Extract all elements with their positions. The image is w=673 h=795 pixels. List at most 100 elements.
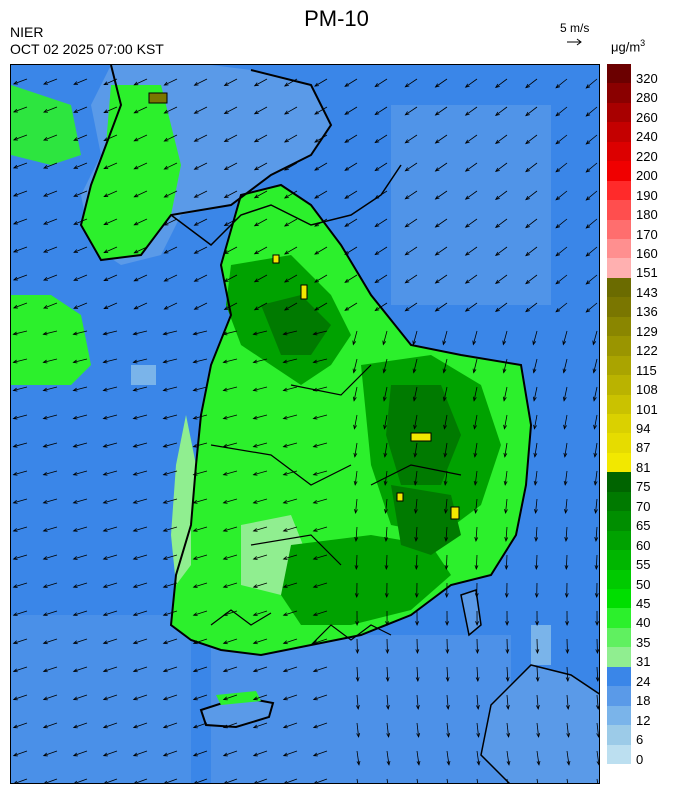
wind-arrow-head — [563, 452, 568, 458]
wind-arrow-head — [354, 537, 359, 542]
wind-arrow — [535, 554, 538, 570]
wind-arrow — [253, 582, 268, 588]
wind-arrow — [104, 218, 118, 225]
wind-arrow-head — [494, 111, 500, 117]
wind-arrow — [314, 162, 328, 171]
wind-arrow-head — [536, 760, 541, 766]
colorbar-tick-label: 94 — [636, 421, 651, 436]
wind-arrow — [536, 722, 539, 737]
colorbar-tick-label: 81 — [636, 459, 651, 475]
wind-arrow — [163, 386, 178, 391]
wind-arrow-head — [593, 452, 598, 458]
wind-arrow — [435, 302, 448, 312]
wind-arrow-head — [103, 277, 109, 282]
wind-arrow — [475, 498, 478, 513]
wind-arrow — [13, 274, 28, 281]
wind-arrow — [585, 162, 598, 173]
wind-arrow-head — [133, 165, 139, 170]
wind-arrow-head — [192, 359, 198, 364]
wind-arrow — [444, 470, 448, 485]
wind-arrow — [193, 610, 208, 616]
wind-arrow — [585, 190, 598, 201]
wind-arrow-head — [314, 194, 319, 199]
wind-arrow — [13, 386, 28, 391]
wind-arrow-head — [413, 480, 418, 486]
wind-arrow — [564, 470, 568, 485]
wind-arrow — [13, 442, 28, 448]
wind-arrow — [474, 470, 478, 485]
wind-arrow — [356, 778, 359, 783]
north-coast-outline — [79, 65, 333, 262]
wind-arrow-head — [72, 331, 78, 336]
wind-arrow-head — [222, 724, 228, 729]
wind-arrow-head — [312, 471, 318, 476]
wind-arrow-head — [555, 224, 561, 229]
wind-arrow — [104, 274, 118, 281]
wind-arrow-head — [12, 192, 18, 197]
wind-arrow-head — [72, 640, 78, 645]
sea-patch-east — [531, 625, 551, 665]
wind-arrow-head — [192, 668, 198, 673]
wind-arrow-head — [384, 537, 389, 542]
wind-arrow-head — [355, 649, 360, 655]
wind-arrow — [495, 78, 508, 88]
wind-arrow — [73, 78, 88, 85]
wind-arrow-head — [595, 705, 599, 710]
wind-arrow-head — [525, 139, 530, 145]
wind-arrow-head — [312, 387, 318, 392]
wind-arrow — [44, 778, 58, 783]
wind-arrow — [415, 554, 418, 570]
wind-arrow-head — [192, 612, 198, 616]
wind-arrow-head — [12, 471, 18, 476]
wind-arrow — [446, 750, 450, 765]
wind-arrow — [103, 442, 118, 448]
wind-arrow — [465, 162, 478, 172]
wind-arrow — [414, 442, 418, 457]
wind-arrow — [253, 414, 268, 419]
wind-arrow-head — [252, 359, 258, 364]
wind-arrow-head — [192, 528, 198, 532]
wind-arrow-head — [494, 195, 500, 201]
wind-arrow-head — [192, 387, 198, 392]
agency-label: NIER — [10, 24, 44, 40]
wind-arrow — [223, 694, 238, 700]
wind-arrow — [253, 694, 268, 700]
wind-arrow-head — [494, 251, 500, 257]
wind-arrow-head — [416, 760, 421, 766]
wind-arrow-head — [192, 471, 198, 476]
wind-arrow-head — [252, 612, 258, 616]
wind-arrow — [283, 554, 298, 560]
wind-arrow — [594, 470, 598, 485]
wind-arrow — [103, 666, 118, 672]
wind-arrow-head — [385, 649, 390, 655]
wind-arrow — [14, 778, 28, 783]
wind-arrow-head — [132, 331, 138, 336]
wind-arrow-head — [566, 732, 571, 738]
wind-arrow — [495, 106, 508, 116]
wind-arrow — [193, 554, 208, 560]
wind-arrow — [504, 470, 508, 485]
hotspot-east — [410, 432, 432, 442]
wind-arrow-head — [43, 305, 48, 309]
wind-arrow-head — [72, 668, 78, 673]
wind-arrow-head — [102, 612, 108, 616]
wind-arrow — [344, 218, 358, 227]
wind-arrow-head — [415, 621, 419, 627]
wind-arrow — [536, 750, 540, 765]
wind-arrow-head — [464, 307, 470, 312]
wind-arrow — [313, 750, 328, 757]
hotspot-north — [148, 92, 168, 104]
wind-arrow-head — [72, 752, 78, 757]
wind-arrow — [193, 582, 208, 588]
wind-arrow — [313, 666, 328, 672]
wind-arrow-head — [565, 621, 569, 627]
wind-arrow — [43, 302, 58, 309]
wind-arrow — [194, 162, 208, 170]
wind-arrow-head — [102, 415, 108, 420]
wind-arrow-head — [194, 780, 198, 783]
wind-arrow-head — [532, 396, 537, 402]
wind-arrow — [103, 386, 118, 391]
wind-arrow — [354, 414, 358, 429]
wind-arrow-head — [103, 109, 109, 114]
pm10-map[interactable] — [10, 64, 600, 784]
